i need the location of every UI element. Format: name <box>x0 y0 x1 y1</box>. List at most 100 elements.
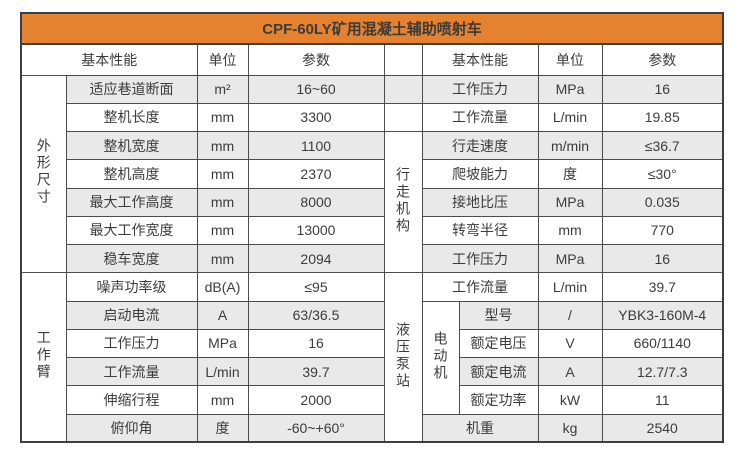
spec-unit: m² <box>196 74 249 104</box>
spec-unit: A <box>196 300 249 330</box>
spec-name: 工作压力 <box>421 74 539 104</box>
spec-name: 伸缩行程 <box>65 385 198 415</box>
table-row: 俯仰角 度 -60~+60° 机重 kg 2540 <box>21 413 724 443</box>
spec-unit: MPa <box>537 74 603 104</box>
spec-name: 工作压力 <box>65 328 198 359</box>
spec-value: 12.7/7.3 <box>601 356 724 387</box>
spec-name: 稳车宽度 <box>65 243 198 274</box>
header-value-left: 参数 <box>247 43 385 76</box>
spec-name: 整机长度 <box>65 102 198 133</box>
spec-value: 2370 <box>247 159 385 189</box>
spec-name: 噪声功率级 <box>65 272 198 302</box>
group-label-text: 液压泵站 <box>395 321 411 390</box>
header-unit-right: 单位 <box>537 43 603 76</box>
spec-unit: / <box>537 300 603 330</box>
header-name-left: 基本性能 <box>20 43 198 76</box>
group-strip-empty <box>383 102 423 133</box>
spec-unit: 度 <box>196 413 249 443</box>
spec-value: 660/1140 <box>601 328 724 359</box>
spec-value: 63/36.5 <box>247 300 385 330</box>
spec-unit: MPa <box>537 243 603 274</box>
spec-value: -60~+60° <box>247 413 385 443</box>
spec-unit: mm <box>196 102 249 133</box>
spec-value: 2540 <box>601 413 724 443</box>
spec-value: 19.85 <box>601 102 724 133</box>
spec-value: 16 <box>601 243 724 274</box>
spec-unit: mm <box>196 159 249 189</box>
spec-value: 3300 <box>247 102 385 133</box>
spec-name: 工作流量 <box>421 272 539 302</box>
spec-name: 最大工作高度 <box>65 187 198 217</box>
header-group-strip-right <box>383 43 423 76</box>
spec-value: 2000 <box>247 385 385 415</box>
spec-value: 2094 <box>247 243 385 274</box>
table-row: 最大工作宽度 mm 13000 转弯半径 mm 770 <box>21 215 724 246</box>
table-row: 工作臂 噪声功率级 dB(A) ≤95 液压泵站 工作流量 L/min 39.7 <box>20 272 724 443</box>
table-row: 最大工作高度 mm 8000 接地比压 MPa 0.035 <box>21 187 724 217</box>
spec-value: ≤95 <box>247 272 385 302</box>
spec-name: 工作流量 <box>65 356 198 387</box>
spec-table: CPF-60LY矿用混凝土辅助喷射车 基本性能 单位 参数 基本性能 单位 参数… <box>20 12 724 444</box>
spec-unit: MPa <box>196 328 249 359</box>
spec-value: 39.7 <box>601 272 724 302</box>
spec-value: 16 <box>247 328 385 359</box>
spec-value: ≤36.7 <box>601 130 724 161</box>
group-label-text: 行走机构 <box>395 166 411 235</box>
spec-name: 额定电流 <box>458 356 539 387</box>
table-row: 整机高度 mm 2370 爬坡能力 度 ≤30° <box>21 159 724 189</box>
spec-value: 13000 <box>247 215 385 246</box>
spec-unit: mm <box>196 243 249 274</box>
spec-unit: L/min <box>196 356 249 387</box>
spec-name: 额定电压 <box>458 328 539 359</box>
spec-name: 行走速度 <box>421 130 539 161</box>
spec-unit: mm <box>196 385 249 415</box>
spec-name: 整机高度 <box>65 159 198 189</box>
spec-unit: dB(A) <box>196 272 249 302</box>
group-label-text: 工作臂 <box>35 330 52 382</box>
spec-name: 最大工作宽度 <box>65 215 198 246</box>
group-label-working-arm: 工作臂 <box>20 272 67 443</box>
spec-name: 适应巷道断面 <box>65 74 198 104</box>
spec-name: 工作压力 <box>421 243 539 274</box>
table-title: CPF-60LY矿用混凝土辅助喷射车 <box>20 12 724 45</box>
spec-name: 机重 <box>421 413 539 443</box>
spec-unit: mm <box>196 130 249 161</box>
group-strip-empty <box>383 74 423 104</box>
spec-unit: kg <box>537 413 603 443</box>
spec-name: 爬坡能力 <box>421 159 539 189</box>
group-label-travel-mechanism: 行走机构 <box>383 130 423 274</box>
spec-name: 整机宽度 <box>65 130 198 161</box>
spec-value: 0.035 <box>601 187 724 217</box>
spec-unit: MPa <box>537 187 603 217</box>
group-label-hydraulic-pump-station: 液压泵站 <box>383 272 423 443</box>
spec-name: 启动电流 <box>65 300 198 330</box>
spec-value: ≤30° <box>601 159 724 189</box>
spec-value: 11 <box>601 385 724 415</box>
spec-value: YBK3-160M-4 <box>601 300 724 330</box>
table-row: 整机长度 mm 3300 工作流量 L/min 19.85 <box>21 102 724 133</box>
spec-unit: V <box>537 328 603 359</box>
group-label-dimensions: 外形尺寸 <box>20 74 67 274</box>
spec-unit: A <box>537 356 603 387</box>
table-row: 伸缩行程 mm 2000 额定功率 kW 11 <box>21 385 724 415</box>
spec-unit: m/min <box>537 130 603 161</box>
table-row: 外形尺寸 适应巷道断面 m² 16~60 工作压力 MPa 16 <box>20 74 724 274</box>
header-name-right: 基本性能 <box>421 43 539 76</box>
spec-name: 俯仰角 <box>65 413 198 443</box>
group-label-text: 外形尺寸 <box>35 138 52 207</box>
spec-value: 770 <box>601 215 724 246</box>
table-row: 工作流量 L/min 39.7 额定电流 A 12.7/7.3 <box>21 356 724 387</box>
spec-name: 接地比压 <box>421 187 539 217</box>
spec-name: 转弯半径 <box>421 215 539 246</box>
group-label-electric-motor: 电动机 <box>421 300 460 415</box>
spec-name: 工作流量 <box>421 102 539 133</box>
group-label-text: 电动机 <box>432 330 449 382</box>
spec-unit: mm <box>196 187 249 217</box>
spec-unit: L/min <box>537 272 603 302</box>
table-row: 整机宽度 mm 1100 行走机构 行走速度 m/min ≤36.7 <box>21 130 724 274</box>
spec-unit: kW <box>537 385 603 415</box>
spec-unit: L/min <box>537 102 603 133</box>
table-row: 工作压力 MPa 16 额定电压 V 660/1140 <box>21 328 724 359</box>
header-value-right: 参数 <box>601 43 724 76</box>
spec-unit: mm <box>196 215 249 246</box>
